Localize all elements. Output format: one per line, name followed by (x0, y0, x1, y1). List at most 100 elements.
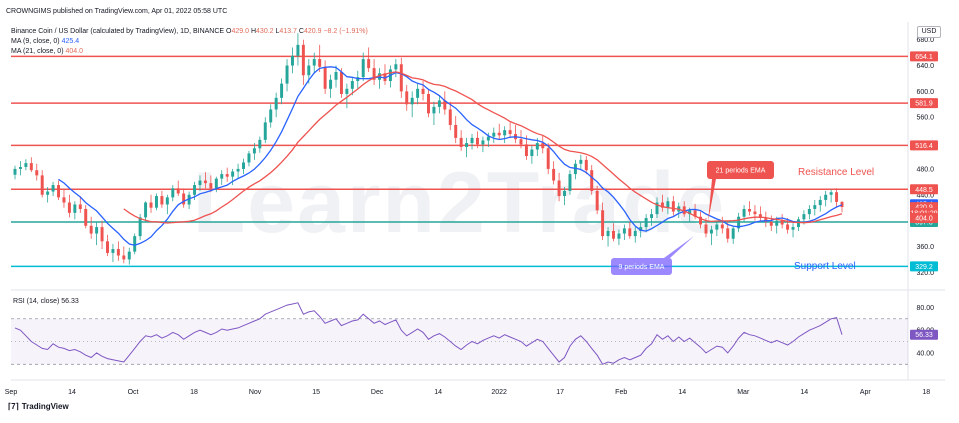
candle-body (508, 130, 512, 135)
candle-body (720, 224, 724, 229)
price-tick-label: 440.0 (916, 192, 934, 199)
candle-body (481, 140, 485, 145)
candle-body (18, 166, 22, 169)
time-tick-label: Nov (249, 389, 262, 396)
candle-body (361, 59, 365, 78)
time-tick-label: 14 (68, 389, 76, 396)
time-tick-label: Sep (5, 389, 18, 396)
candle-body (835, 192, 839, 202)
candle-body (89, 225, 93, 234)
candle-body (24, 163, 28, 167)
candle-body (807, 208, 811, 215)
candle-body (247, 153, 251, 163)
ema21-callout-text: 21 periods EMA (716, 168, 766, 175)
candle-body (584, 159, 588, 171)
time-tick-label: Mar (737, 389, 750, 396)
candle-body (57, 185, 61, 198)
candle-body (557, 180, 561, 197)
candle-body (274, 97, 278, 110)
candle-body (209, 183, 213, 189)
price-tick-label: 640.0 (916, 63, 934, 70)
candle-body (394, 64, 398, 70)
ma21-value: 404.0 (65, 48, 84, 55)
candle-body (530, 149, 534, 156)
candle-body (149, 202, 153, 208)
currency-button[interactable]: USD (917, 26, 941, 38)
candle-body (780, 220, 784, 225)
candle-body (633, 230, 637, 237)
candle-body (410, 97, 414, 105)
level-label: 654.1 (915, 54, 933, 61)
price-tick-label: 600.0 (916, 89, 934, 96)
candle-body (688, 210, 692, 215)
price-tick-label: 480.0 (916, 166, 934, 173)
candle-body (459, 137, 463, 147)
time-tick-label: 15 (312, 389, 320, 396)
ohlc-low-label: L (275, 28, 280, 35)
candle-body (748, 208, 751, 212)
ma9-label: MA (9, close, 0) (11, 38, 60, 45)
candle-body (726, 228, 730, 239)
candle-body (285, 65, 289, 84)
candle-body (524, 144, 528, 156)
ohlc-high: 430.2 (256, 28, 274, 35)
price-badge (910, 213, 938, 224)
candle-body (46, 191, 50, 195)
level-badge (910, 98, 938, 109)
candle-body (242, 162, 245, 169)
candle-body (443, 100, 447, 110)
time-tick-label: Feb (615, 389, 627, 396)
price-tick-label: 360.0 (916, 244, 934, 251)
ema21-callout-box (707, 161, 774, 179)
candle-body (612, 230, 615, 239)
candle-body (345, 88, 349, 94)
ohlc-high-label: H (250, 28, 257, 35)
candle-body (563, 190, 567, 197)
time-tick-label: 14 (678, 389, 686, 396)
level-badge (910, 51, 938, 62)
ma9-value: 425.4 (61, 38, 80, 45)
candle-body (606, 230, 610, 237)
candle-body (829, 192, 833, 195)
candle-body (106, 241, 109, 253)
candle-body (116, 249, 120, 256)
time-tick-label: 17 (556, 389, 564, 396)
candle-body (486, 136, 490, 141)
level-badge (910, 184, 938, 195)
candle-body (269, 109, 273, 123)
candle-body (367, 59, 371, 69)
rsi-tick-label: 40.00 (916, 350, 934, 357)
rsi-last-badge (910, 329, 938, 340)
candle-body (127, 251, 131, 260)
candles-group (13, 33, 844, 265)
symbol-title: Binance Coin / US Dollar (calculated by … (11, 28, 225, 35)
tradingview-logo[interactable]: ⌈7⌉ TradingView (8, 402, 69, 411)
candle-body (280, 83, 284, 98)
tradingview-logo-icon: ⌈7⌉ (8, 402, 19, 411)
candle-body (427, 93, 430, 114)
ma21-legend[interactable]: MA (21, close, 0) 404.0 (11, 47, 83, 56)
candle-body (579, 159, 583, 164)
candle-body (182, 193, 186, 205)
candle-body (329, 79, 333, 89)
candle-body (454, 124, 458, 138)
candle-body (231, 171, 235, 177)
candle-body (595, 190, 599, 211)
candle-body (160, 196, 164, 205)
ema9-callout-box (611, 258, 672, 275)
candle-body (339, 72, 343, 94)
time-tick-label: 14 (800, 389, 808, 396)
ma9-legend[interactable]: MA (9, close, 0) 425.4 (11, 37, 79, 46)
time-tick-label: 14 (434, 389, 442, 396)
candle-body (535, 143, 539, 150)
price-badge-label: 404.0 (915, 216, 933, 223)
candle-body (171, 188, 175, 198)
candle-body (791, 227, 795, 230)
candle-body (421, 88, 425, 94)
rsi-line (14, 302, 843, 365)
level-label: 581.9 (915, 101, 933, 108)
candle-body (203, 180, 207, 184)
candle-body (301, 44, 305, 76)
